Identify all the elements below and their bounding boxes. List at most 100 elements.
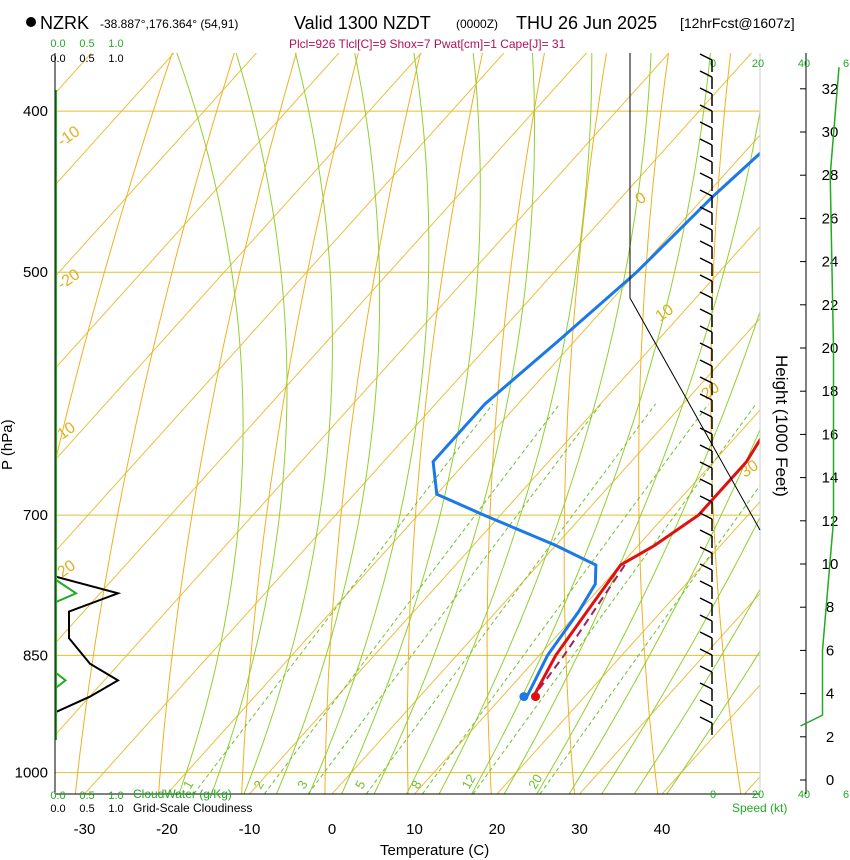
speed-label: Speed (kt) (732, 801, 787, 815)
temperature-tick-label: -20 (156, 821, 178, 838)
station-id: NZRK (40, 13, 89, 33)
moist-adiabat-line (633, 588, 760, 794)
cloudwater-line (55, 578, 79, 690)
wind-barb-flag-icon (699, 563, 713, 571)
plot-area (55, 53, 760, 794)
sounding-profiles (55, 90, 760, 740)
wind-barbs (699, 53, 713, 735)
isotherm-line (55, 53, 175, 186)
wind-barb-flag-icon (699, 155, 713, 163)
wind-barb-flag-icon (699, 529, 713, 537)
speed-tick-label: 0 (710, 58, 716, 70)
wind-barb-flag-icon (699, 53, 713, 61)
temperature-tick-label: 10 (406, 821, 423, 838)
moist-adiabat-line (666, 650, 760, 794)
y-axis-label: P (hPa) (0, 419, 16, 470)
wind-barb-flag-icon (699, 342, 713, 350)
cloud-tick-label: 1.0 (108, 38, 123, 50)
pressure-tick-label: 850 (23, 647, 48, 664)
valid-time: Valid 1300 NZDT (294, 13, 431, 33)
isotherm-line (55, 53, 257, 278)
mixing-ratio-line (193, 403, 494, 794)
cloud-tick-label: 1.0 (108, 803, 123, 815)
stability-indices: Plcl=926 Tlcl[C]=9 Shox=7 Pwat[cm]=1 Cap… (289, 37, 566, 51)
wind-barb-flag-icon (699, 444, 713, 452)
mixing-ratio-line (365, 403, 657, 794)
wind-barb-flag-icon (699, 665, 713, 673)
wind-barb-flag-icon (699, 121, 713, 129)
isotherm-line (496, 501, 760, 794)
pressure-tick-label: 500 (23, 264, 48, 281)
height-tick-label: 18 (822, 383, 839, 400)
surface-dewpoint-point (519, 692, 529, 702)
height-tick-label: 14 (822, 470, 839, 487)
wind-barb-flag-icon (699, 189, 713, 197)
temperature-tick-label: 0 (328, 821, 336, 838)
dry-adiabat-line (324, 53, 421, 794)
wind-barb-flag-icon (699, 138, 713, 146)
temperature-line (532, 436, 760, 698)
cloud-tick-label: 0.0 (50, 53, 65, 65)
wind-barb-flag-icon (699, 172, 713, 180)
dry-adiabat-line (74, 53, 235, 794)
moist-adiabat-line (243, 53, 333, 794)
wind-barb-flag-icon (699, 308, 713, 316)
wind-barb-flag-icon (699, 291, 713, 299)
dry-adiabat-line (55, 53, 173, 465)
moist-adiabat-line (308, 53, 430, 794)
mixing-ratio-label: 20 (525, 771, 545, 791)
wind-barb-flag-icon (699, 597, 713, 605)
height-tick-label: 6 (826, 642, 834, 659)
wind-barb-flag-icon (699, 410, 713, 418)
moist-adiabat-line (601, 516, 760, 794)
cloud-tick-label: 0.0 (50, 38, 65, 50)
cloud-tick-label: 0.5 (79, 803, 94, 815)
dry-adiabat-line (563, 53, 608, 794)
speed-tick-label: 20 (752, 58, 764, 70)
speed-tick-label: 0 (710, 789, 716, 801)
isotherm-line (579, 592, 760, 794)
wind-barb-flag-icon (699, 648, 713, 656)
height-tick-label: 22 (822, 297, 839, 314)
height-tick-label: 20 (822, 340, 839, 357)
mixing-ratio-line (472, 403, 757, 794)
plot-boundary-line (629, 53, 761, 531)
wind-barb-flag-icon (699, 512, 713, 520)
axis-labels: 2503004005007008501000-30-20-10010203040… (15, 38, 849, 838)
cloud-tick-label: 1.0 (108, 53, 123, 65)
wind-barb-flag-icon (699, 70, 713, 78)
pressure-tick-label: 700 (23, 507, 48, 524)
cloudiness-label: Grid-Scale Cloudiness (133, 801, 252, 815)
wind-barb-flag-icon (699, 495, 713, 503)
wind-barb-flag-icon (699, 546, 713, 554)
isotherm-label: 30 (738, 457, 762, 481)
speed-tick-label: 40 (798, 58, 810, 70)
moist-adiabat-line (406, 53, 593, 794)
station-coords: -38.887°,176.364° (54,91) (100, 17, 238, 31)
mixing-ratio-label: 12 (458, 771, 478, 791)
pressure-tick-label: 1000 (15, 765, 48, 782)
cloud-tick-label: 0.0 (50, 803, 65, 815)
mixing-ratio-line (307, 403, 602, 794)
cloud-tick-label: 0.5 (79, 38, 94, 50)
wind-barb-flag-icon (699, 716, 713, 724)
isotherm-line (55, 53, 670, 736)
height-tick-label: 24 (822, 254, 839, 271)
wind-barb-flag-icon (699, 325, 713, 333)
wind-barb-flag-icon (699, 631, 713, 639)
wind-barb-flag-icon (699, 427, 713, 435)
cloudwater-label: CloudWater (g/Kg) (133, 787, 232, 801)
isotherm-line (249, 226, 760, 794)
utc-time: (0000Z) (456, 17, 498, 31)
mixing-ratio-line (263, 403, 561, 794)
temperature-tick-label: 30 (571, 821, 588, 838)
parcel-path-line (532, 564, 626, 698)
dry-adiabat-line (406, 53, 483, 794)
wind-barb-flag-icon (699, 461, 713, 469)
moist-adiabat-line (211, 53, 288, 794)
wind-speed-profile-line (800, 67, 840, 727)
moist-adiabat-line (536, 310, 760, 794)
x-axis-label: Temperature (C) (380, 842, 489, 859)
dry-adiabat-line (158, 53, 297, 794)
